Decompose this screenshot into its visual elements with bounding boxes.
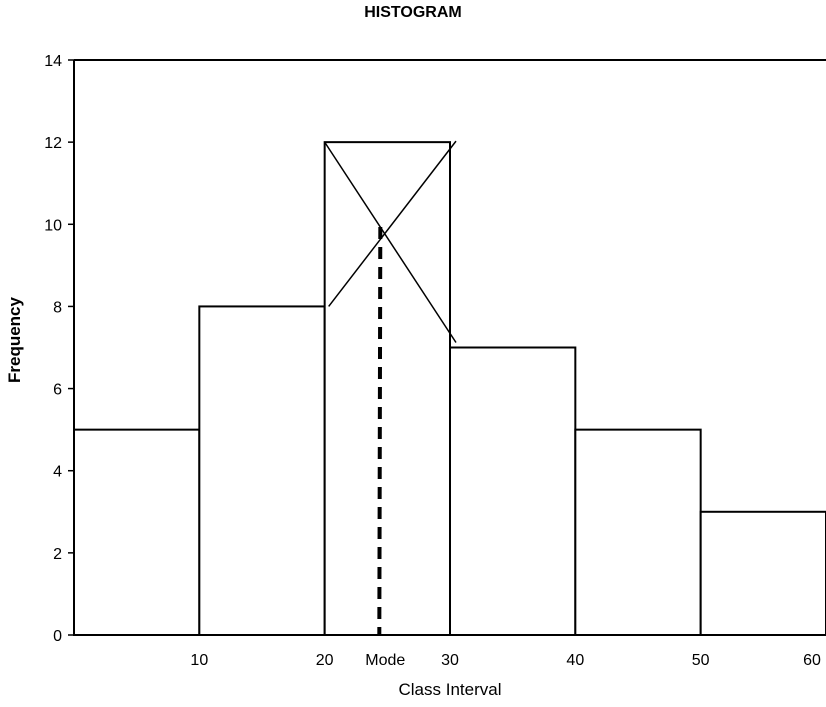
- y-tick-label-10: 10: [44, 217, 62, 234]
- chart-title: HISTOGRAM: [364, 4, 462, 21]
- x-tick-label-10: 10: [190, 652, 208, 669]
- mode-diagonal-left: [324, 141, 457, 343]
- y-tick-label-14: 14: [44, 53, 62, 70]
- mode-dashed-line: [377, 227, 383, 636]
- y-tick-label-2: 2: [53, 546, 62, 563]
- histogram-bar-4: [449, 346, 577, 636]
- histogram-bar-5: [574, 428, 702, 636]
- mode-diagonal-right: [328, 140, 457, 307]
- y-tick-label-0: 0: [53, 628, 62, 645]
- x-axis-label: Class Interval: [398, 680, 502, 699]
- histogram-bar-3: [323, 141, 451, 636]
- x-tick-label-40: 40: [566, 652, 584, 669]
- x-tick-label-50: 50: [692, 652, 710, 669]
- histogram-bar-1: [73, 428, 201, 636]
- x-tick-label-30: 30: [441, 652, 459, 669]
- histogram-bar-2: [198, 305, 326, 636]
- y-tick-label-12: 12: [44, 135, 62, 152]
- x-tick-label-60: 60: [803, 652, 821, 669]
- y-tick-label-4: 4: [53, 464, 62, 481]
- y-tick-label-8: 8: [53, 299, 62, 316]
- x-tick-label-20: 20: [316, 652, 334, 669]
- y-axis-label: Frequency: [5, 297, 24, 383]
- y-tick-label-6: 6: [53, 382, 62, 399]
- mode-label: Mode: [365, 652, 405, 669]
- histogram-bar-6: [699, 510, 826, 636]
